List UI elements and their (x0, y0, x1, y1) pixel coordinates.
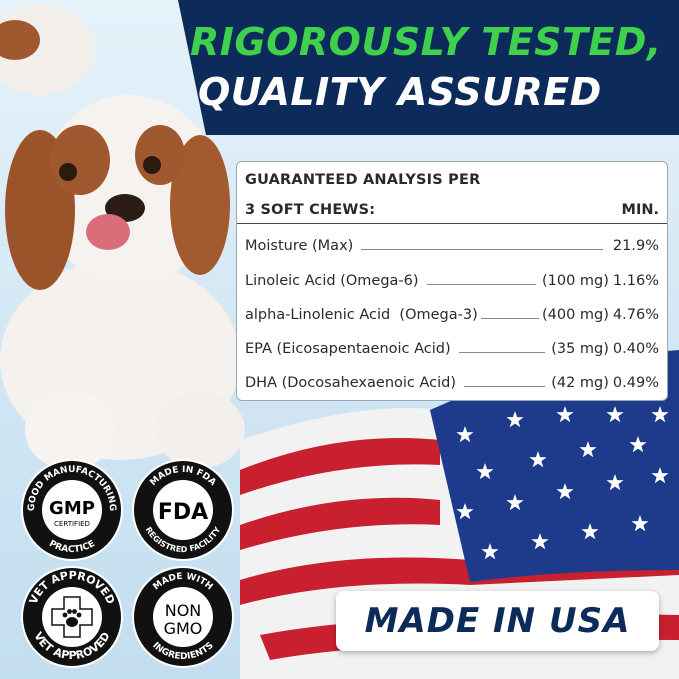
analysis-row: EPA (Eicosapentaenoic Acid) (35 mg) 0.40… (245, 335, 659, 357)
badge-center-subtext: CERTIFIED (54, 520, 90, 528)
nutrient-value: 21.9% (612, 238, 659, 254)
vet-approved-badge: VET APPROVED VET APPROVED (21, 566, 123, 668)
badge-center-subtext: GMO (164, 619, 203, 638)
badge-center-text: FDA (158, 500, 208, 525)
header-divider (237, 223, 667, 224)
badge-ring-text: PRACTICE (47, 539, 97, 555)
nutrient-value: 0.40% (612, 341, 659, 357)
made-in-usa-label: MADE IN USA (336, 591, 659, 651)
analysis-row: Linoleic Acid (Omega-6) (100 mg) 1.16% (245, 267, 659, 289)
fda-registered-badge: MADE IN FDA REGISTRED FACILITY FDA (132, 459, 234, 561)
svg-text:PRACTICE: PRACTICE (47, 539, 97, 555)
cross-paw-icon (51, 596, 93, 638)
analysis-subtitle: 3 SOFT CHEWS: (245, 202, 376, 218)
min-column-header: MIN. (621, 202, 659, 218)
headline-green: RIGOROUSLY TESTED, (190, 20, 662, 64)
analysis-row: alpha-Linolenic Acid (Omega-3) (400 mg) … (245, 301, 659, 323)
analysis-row: Moisture (Max) 21.9% (245, 232, 659, 254)
non-gmo-badge: MADE WITH INGREDIENTS NON GMO (132, 566, 234, 668)
badge-center-text: GMP (49, 498, 95, 519)
nutrient-name: Moisture (Max) (245, 238, 354, 254)
headline-white: QUALITY ASSURED (198, 70, 602, 114)
gmp-certified-badge: GOOD MANUFACTURING PRACTICE GMP CERTIFIE… (21, 459, 123, 561)
header-banner (178, 0, 679, 135)
nutrient-value: 1.16% (612, 273, 659, 289)
nutrient-amount: (100 mg) (541, 273, 609, 289)
badge-center-text: NON (165, 601, 202, 620)
nutrient-amount: (400 mg) (541, 307, 609, 323)
nutrient-amount: (35 mg) (551, 341, 609, 357)
nutrient-name: EPA (Eicosapentaenoic Acid) (245, 341, 451, 357)
nutrient-name: DHA (Docosahexaenoic Acid) (245, 375, 457, 391)
nutrient-value: 0.49% (612, 375, 659, 391)
analysis-row: DHA (Docosahexaenoic Acid) (42 mg) 0.49% (245, 369, 659, 391)
puppy-image (0, 5, 245, 470)
nutrient-value: 4.76% (612, 307, 659, 323)
nutrient-amount: (42 mg) (551, 375, 609, 391)
guaranteed-analysis-table: GUARANTEED ANALYSIS PER 3 SOFT CHEWS: MI… (236, 161, 668, 401)
analysis-title: GUARANTEED ANALYSIS PER (245, 172, 481, 188)
nutrient-name: alpha-Linolenic Acid (Omega-3) (245, 307, 478, 323)
nutrient-name: Linoleic Acid (Omega-6) (245, 273, 419, 289)
